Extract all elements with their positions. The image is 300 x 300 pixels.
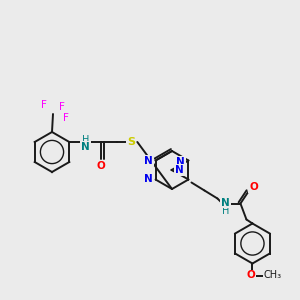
Text: O: O — [246, 271, 255, 281]
Text: F: F — [41, 100, 47, 110]
Text: N: N — [144, 155, 153, 166]
Text: N: N — [175, 165, 184, 175]
Text: S: S — [127, 137, 135, 147]
Text: N: N — [221, 197, 230, 208]
Text: H: H — [222, 206, 229, 217]
Text: O: O — [97, 161, 106, 171]
Text: CH₃: CH₃ — [263, 271, 281, 281]
Text: H: H — [82, 135, 89, 145]
Text: O: O — [249, 182, 258, 193]
Text: F: F — [59, 102, 65, 112]
Text: F: F — [63, 113, 69, 123]
Text: N: N — [176, 157, 185, 167]
Text: N: N — [144, 175, 153, 184]
Text: N: N — [81, 142, 90, 152]
